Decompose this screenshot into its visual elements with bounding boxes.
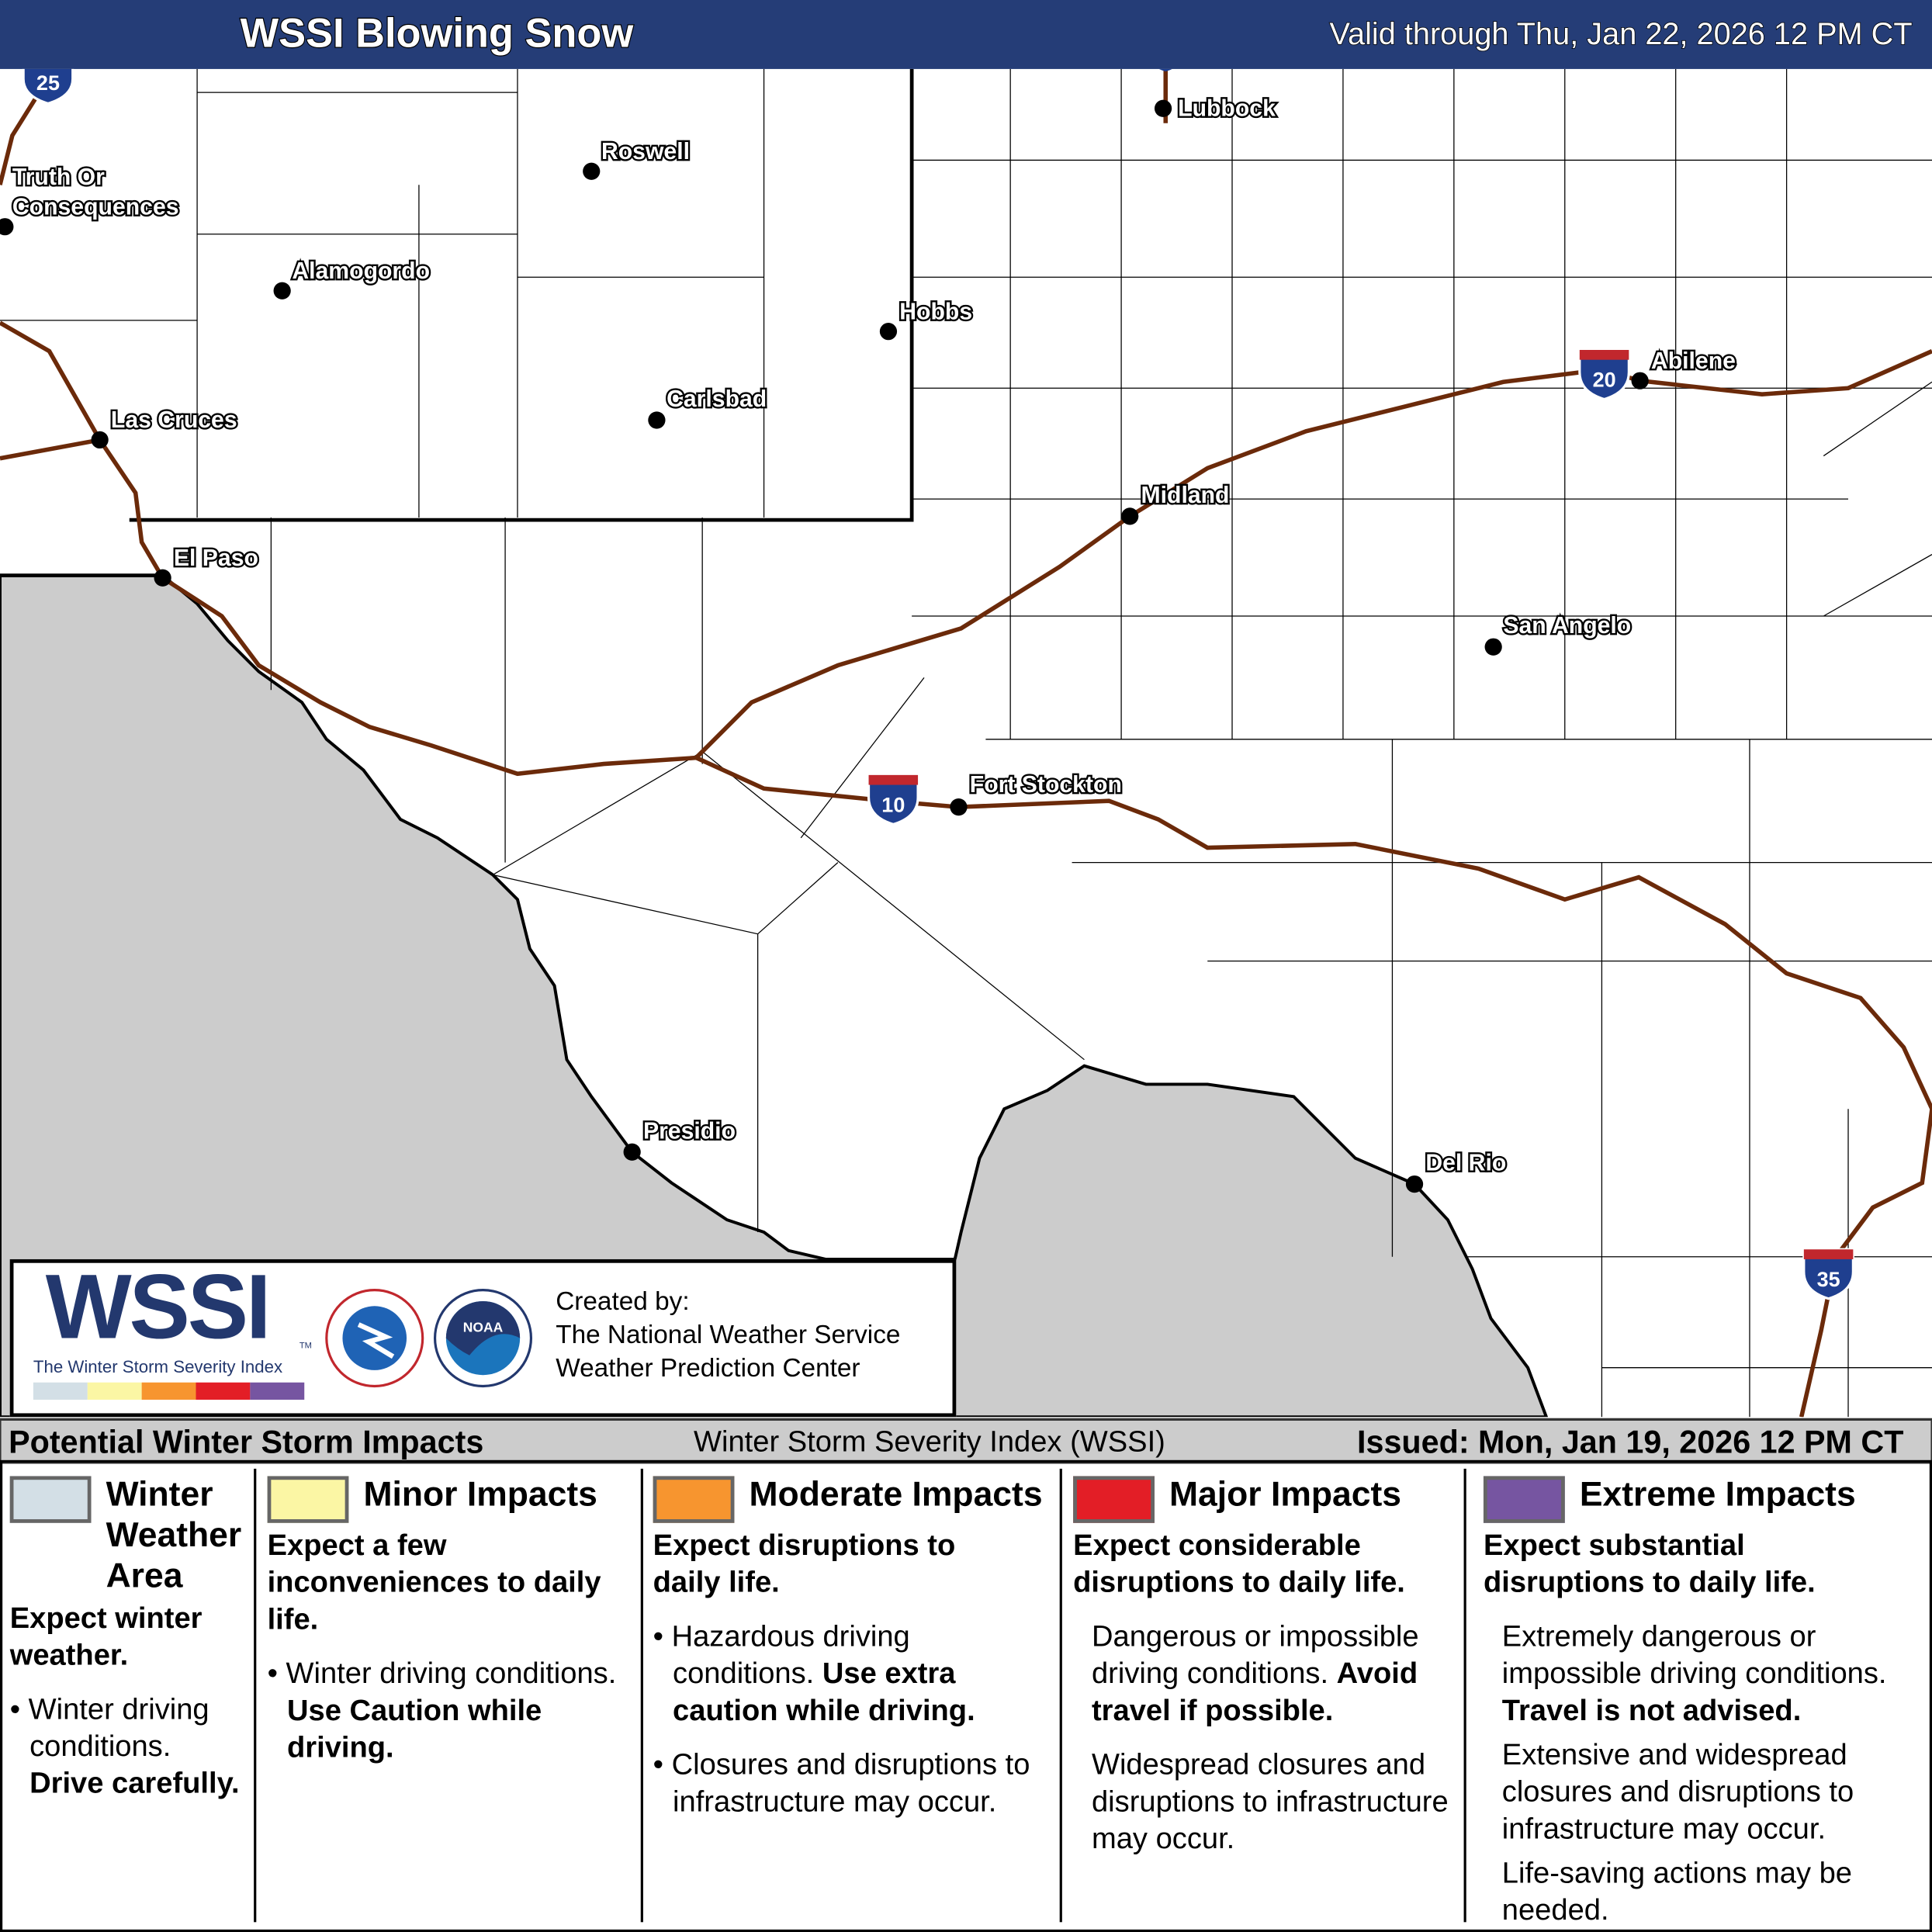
color-bar-segment <box>33 1382 88 1400</box>
legend-minor: Minor Impacts Expect a few inconvenience… <box>267 1469 637 1922</box>
category-name: Minor Impacts <box>363 1474 597 1514</box>
bullet: Widespread closures and disruptions to i… <box>1091 1748 1449 1856</box>
city-label: Lubbock <box>1176 95 1278 124</box>
org-nws: The National Weather Service <box>556 1321 901 1349</box>
city-markers <box>0 99 1649 1193</box>
svg-text:20: 20 <box>1593 369 1616 392</box>
wssi-subtitle: The Winter Storm Severity Index <box>33 1356 283 1376</box>
city-label: San Angelo <box>1501 611 1633 641</box>
color-swatch <box>267 1476 349 1523</box>
bullet: Extremely dangerous or impossible drivin… <box>1501 1620 1887 1728</box>
svg-text:NOAA: NOAA <box>463 1320 504 1335</box>
interstate-35-shield: 35 <box>1802 1248 1854 1300</box>
bullet: • Winter driving conditions. Use Caution… <box>267 1657 617 1765</box>
issued-time: Issued: Mon, Jan 19, 2026 12 PM CT <box>1357 1423 1904 1460</box>
city-label: Presidio <box>642 1117 738 1147</box>
divider <box>254 1468 257 1923</box>
legend-extreme: Extreme Impacts Expect substantial disru… <box>1483 1469 1927 1927</box>
valid-time: Valid through Thu, Jan 22, 2026 12 PM CT <box>1329 16 1913 52</box>
trademark: TM <box>299 1342 312 1351</box>
bullet: • Closures and disruptions to infrastruc… <box>653 1748 1030 1819</box>
legend-winter-weather-area: Winter Weather Area Expect winter weathe… <box>9 1469 251 1922</box>
divider <box>640 1468 643 1923</box>
city-label: Midland <box>1139 481 1231 511</box>
color-swatch <box>1073 1476 1155 1523</box>
color-bar-segment <box>141 1382 196 1400</box>
color-bar-segment <box>250 1382 305 1400</box>
city-label: Roswell <box>600 137 692 167</box>
bullet: • Hazardous driving conditions. Use extr… <box>653 1620 975 1728</box>
wssi-logo: WSSI <box>45 1255 272 1358</box>
interstate-25-shield: 25 <box>22 68 74 106</box>
city-label: Fort Stockton <box>968 770 1124 800</box>
svg-text:35: 35 <box>1817 1268 1840 1291</box>
map: 25 20 10 35 <box>0 68 1932 1418</box>
interstate-10-shield: 10 <box>867 774 919 826</box>
city-label: Abilene <box>1650 347 1738 376</box>
category-name: Major Impacts <box>1169 1474 1402 1514</box>
legend-major: Major Impacts Expect considerable disrup… <box>1073 1469 1461 1922</box>
legend-index: Winter Storm Severity Index (WSSI) <box>694 1425 1165 1459</box>
category-header: Extreme Impacts <box>1483 1469 1927 1523</box>
color-swatch <box>1483 1476 1565 1523</box>
category-name: Extreme Impacts <box>1579 1474 1856 1514</box>
legend-moderate: Moderate Impacts Expect disruptions to d… <box>653 1469 1054 1922</box>
category-header: Major Impacts <box>1073 1469 1461 1523</box>
logo-box: WSSI TM The Winter Storm Severity Index … <box>9 1255 957 1418</box>
headline: Expect substantial disruptions to daily … <box>1483 1529 1816 1600</box>
bullet: Dangerous or impossible driving conditio… <box>1091 1620 1419 1728</box>
bullet: • Winter driving conditions. Drive caref… <box>9 1692 240 1801</box>
header-bar: WSSI Blowing Snow Valid through Thu, Jan… <box>0 0 1932 69</box>
headline: Expect a few inconveniences to daily lif… <box>267 1529 601 1636</box>
category-header: Winter Weather Area <box>9 1469 251 1596</box>
bullet: Life-saving actions may be needed. <box>1501 1857 1853 1927</box>
category-header: Moderate Impacts <box>653 1469 1054 1523</box>
legend-title-bar: Potential Winter Storm Impacts Winter St… <box>0 1418 1932 1464</box>
city-label: Del Rio <box>1424 1149 1508 1179</box>
city-label: Alamogordo <box>290 257 431 286</box>
city-label: El Paso <box>172 544 261 573</box>
city-label: Truth Or Consequences <box>10 163 180 222</box>
divider <box>1059 1468 1062 1923</box>
created-by: Created by: The National Weather Service… <box>556 1285 900 1385</box>
category-header: Minor Impacts <box>267 1469 637 1523</box>
interstate-roads <box>0 68 1932 1418</box>
color-swatch <box>653 1476 735 1523</box>
color-bar-segment <box>87 1382 142 1400</box>
mexico-area <box>0 573 1549 1418</box>
headline: Expect winter weather. <box>9 1601 203 1672</box>
new-mexico-border <box>0 68 914 577</box>
nws-logo <box>325 1289 424 1388</box>
interstate-20-shield: 20 <box>1578 348 1630 401</box>
svg-text:10: 10 <box>881 793 905 816</box>
bullet: Extensive and widespread closures and di… <box>1501 1738 1854 1846</box>
category-name: Moderate Impacts <box>749 1474 1043 1514</box>
legend-title: Potential Winter Storm Impacts <box>9 1423 484 1460</box>
county-lines <box>0 68 1932 1418</box>
svg-text:25: 25 <box>36 71 60 95</box>
color-bar-segment <box>196 1382 251 1400</box>
city-label: Las Cruces <box>109 406 239 435</box>
legend-box <box>0 1459 1932 1932</box>
headline: Expect considerable disruptions to daily… <box>1073 1529 1405 1600</box>
city-label: Carlsbad <box>665 385 769 414</box>
created-by-label: Created by: <box>556 1287 690 1316</box>
city-label: Hobbs <box>898 298 975 327</box>
divider <box>1463 1468 1466 1923</box>
noaa-logo: NOAA <box>433 1289 533 1388</box>
org-wpc: Weather Prediction Center <box>556 1354 860 1383</box>
interstate-shields: 25 20 10 35 <box>22 68 1854 1300</box>
color-swatch <box>9 1476 92 1523</box>
headline: Expect disruptions to daily life. <box>653 1529 956 1600</box>
category-name: Winter Weather Area <box>106 1474 242 1594</box>
map-title: WSSI Blowing Snow <box>239 9 634 57</box>
